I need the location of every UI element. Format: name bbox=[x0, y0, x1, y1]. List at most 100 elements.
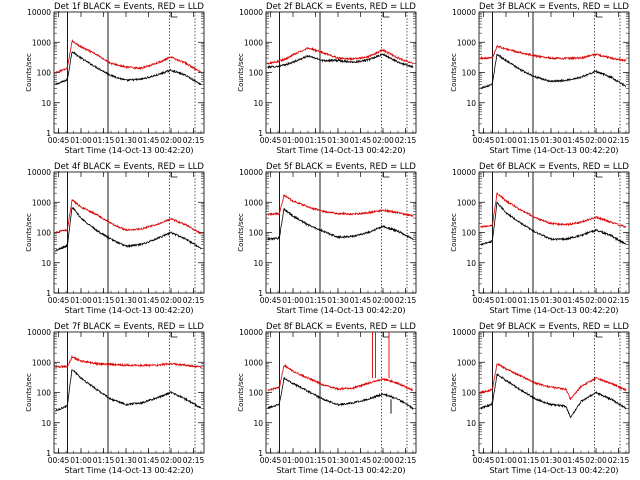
y-tick-label: 10000 bbox=[452, 328, 476, 337]
lld-series-line bbox=[267, 363, 414, 392]
y-tick-label: 100 bbox=[462, 389, 477, 398]
x-tick-label: 01:00 bbox=[282, 456, 304, 465]
x-tick-label: 02:00 bbox=[160, 456, 182, 465]
x-tick-label: 02:00 bbox=[160, 136, 182, 145]
x-tick-label: 01:00 bbox=[70, 296, 92, 305]
x-tick-label: 01:00 bbox=[70, 456, 92, 465]
y-tick-label: 10 bbox=[466, 419, 476, 428]
x-tick-label: 01:00 bbox=[495, 136, 517, 145]
x-tick-label: 01:00 bbox=[495, 456, 517, 465]
x-tick-label: 01:30 bbox=[115, 136, 137, 145]
x-tick-label: 01:45 bbox=[563, 296, 585, 305]
y-tick-label: 100 bbox=[462, 69, 477, 78]
y-axis-label: Counts/sec bbox=[450, 213, 458, 252]
y-tick-label: 1000 bbox=[457, 38, 476, 47]
bracket-glyph bbox=[171, 12, 178, 18]
panel-title: Det 2f BLACK = Events, RED = LLD bbox=[266, 2, 416, 12]
x-tick-label: 01:45 bbox=[350, 296, 372, 305]
lld-series-line bbox=[267, 194, 414, 218]
panel-title: Det 6f BLACK = Events, RED = LLD bbox=[479, 162, 629, 172]
x-tick-label: 02:00 bbox=[372, 136, 394, 145]
x-tick-label: 00:45 bbox=[48, 136, 70, 145]
y-tick-label: 1000 bbox=[244, 358, 263, 367]
detector-panel: Det 5f BLACK = Events, RED = LLD 1 10 100 10… bbox=[237, 162, 417, 315]
x-axis-label: Start Time (14-Oct-13 00:42:20) bbox=[64, 466, 193, 475]
events-series-line bbox=[55, 206, 202, 253]
y-tick-label: 1 bbox=[471, 289, 476, 298]
plot-frame bbox=[53, 171, 205, 294]
x-tick-label: 01:30 bbox=[115, 296, 137, 305]
y-axis-label: Counts/sec bbox=[25, 53, 33, 92]
x-axis-label: Start Time (14-Oct-13 00:42:20) bbox=[489, 466, 618, 475]
panel-title: Det 8f BLACK = Events, RED = LLD bbox=[266, 322, 416, 332]
y-tick-label: 10 bbox=[41, 419, 51, 428]
y-tick-label: 1000 bbox=[32, 358, 51, 367]
x-tick-label: 01:30 bbox=[540, 136, 562, 145]
x-tick-label: 00:45 bbox=[473, 456, 495, 465]
panel-title: Det 9f BLACK = Events, RED = LLD bbox=[479, 322, 629, 332]
x-tick-label: 01:30 bbox=[540, 296, 562, 305]
panel-title: Det 4f BLACK = Events, RED = LLD bbox=[54, 162, 204, 172]
x-tick-label: 01:30 bbox=[327, 136, 349, 145]
panel-title: Det 7f BLACK = Events, RED = LLD bbox=[54, 322, 204, 332]
panel-title: Det 5f BLACK = Events, RED = LLD bbox=[266, 162, 416, 172]
x-tick-label: 02:15 bbox=[608, 136, 630, 145]
x-tick-label: 02:15 bbox=[183, 456, 205, 465]
y-tick-label: 10000 bbox=[452, 8, 476, 17]
y-tick-label: 100 bbox=[37, 69, 52, 78]
y-tick-label: 1000 bbox=[32, 38, 51, 47]
y-tick-label: 10000 bbox=[452, 168, 476, 177]
y-tick-label: 100 bbox=[249, 69, 264, 78]
x-tick-label: 01:30 bbox=[327, 296, 349, 305]
lld-series-line bbox=[267, 46, 414, 65]
y-tick-label: 10000 bbox=[239, 8, 263, 17]
events-series-line bbox=[267, 52, 414, 70]
y-tick-label: 100 bbox=[249, 229, 264, 238]
detector-panel: Det 8f BLACK = Events, RED = LLD 1 10 100 10… bbox=[237, 322, 417, 475]
events-series-line bbox=[267, 207, 414, 241]
y-tick-label: 1 bbox=[258, 289, 263, 298]
y-tick-label: 1 bbox=[258, 129, 263, 138]
y-tick-label: 1000 bbox=[244, 38, 263, 47]
x-tick-label: 01:15 bbox=[93, 456, 115, 465]
y-tick-label: 1000 bbox=[457, 358, 476, 367]
lld-series-line bbox=[55, 38, 202, 74]
bracket-glyph bbox=[383, 12, 390, 18]
detector-panel: Det 1f BLACK = Events, RED = LLD 1 10 100 10… bbox=[25, 2, 205, 155]
x-tick-label: 01:00 bbox=[495, 296, 517, 305]
x-axis-label: Start Time (14-Oct-13 00:42:20) bbox=[276, 306, 405, 315]
y-tick-label: 10 bbox=[253, 99, 263, 108]
x-tick-label: 00:45 bbox=[260, 456, 282, 465]
events-series-line bbox=[480, 201, 627, 246]
y-axis-label: Counts/sec bbox=[237, 53, 245, 92]
panel-title: Det 3f BLACK = Events, RED = LLD bbox=[479, 2, 629, 12]
y-tick-label: 10 bbox=[466, 259, 476, 268]
x-tick-label: 02:15 bbox=[183, 136, 205, 145]
detector-panel: Det 6f BLACK = Events, RED = LLD 1 10 100 10… bbox=[450, 162, 630, 315]
y-tick-label: 10 bbox=[253, 259, 263, 268]
x-tick-label: 01:45 bbox=[563, 456, 585, 465]
bracket-glyph bbox=[596, 172, 603, 178]
x-tick-label: 02:15 bbox=[395, 136, 417, 145]
bracket-glyph bbox=[596, 332, 603, 338]
x-tick-label: 01:00 bbox=[282, 296, 304, 305]
lld-series-line bbox=[480, 362, 627, 401]
y-tick-label: 1 bbox=[471, 129, 476, 138]
x-tick-label: 01:15 bbox=[518, 456, 540, 465]
plot-frame bbox=[265, 331, 417, 454]
x-tick-label: 02:15 bbox=[395, 296, 417, 305]
plot-frame bbox=[53, 331, 205, 454]
x-tick-label: 01:30 bbox=[540, 456, 562, 465]
x-tick-label: 01:30 bbox=[327, 456, 349, 465]
bracket-glyph bbox=[171, 172, 178, 178]
y-tick-label: 1000 bbox=[244, 198, 263, 207]
x-axis-label: Start Time (14-Oct-13 00:42:20) bbox=[276, 466, 405, 475]
x-tick-label: 00:45 bbox=[260, 296, 282, 305]
y-tick-label: 10 bbox=[466, 99, 476, 108]
x-tick-label: 01:45 bbox=[350, 456, 372, 465]
x-tick-label: 02:00 bbox=[585, 296, 607, 305]
x-tick-label: 01:45 bbox=[138, 296, 160, 305]
x-tick-label: 02:15 bbox=[395, 456, 417, 465]
